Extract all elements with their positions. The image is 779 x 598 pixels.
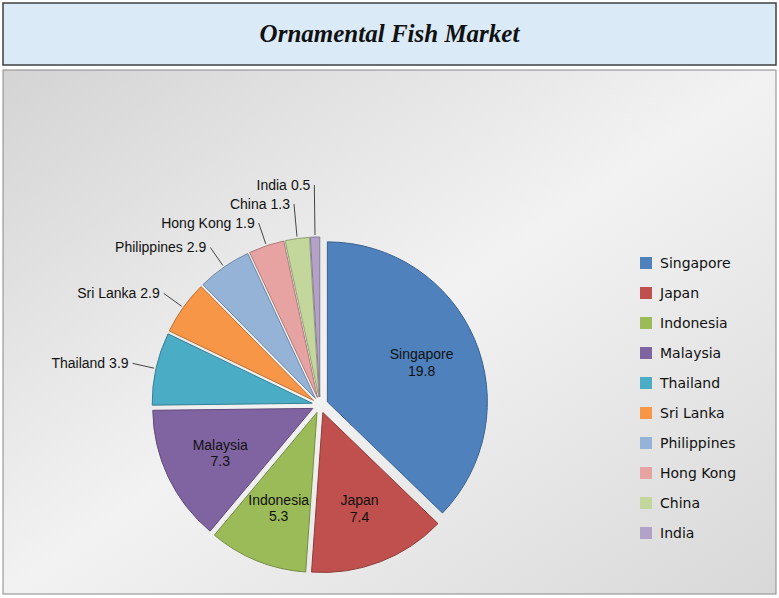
data-label-name: Singapore bbox=[390, 346, 454, 362]
slices bbox=[152, 237, 487, 572]
data-label: Thailand3.9 bbox=[51, 355, 128, 371]
pie-slice bbox=[153, 408, 313, 531]
leader-line bbox=[294, 204, 297, 237]
data-label: Philippines2.9 bbox=[115, 239, 206, 255]
leader-line bbox=[259, 223, 266, 244]
legend-label: Philippines bbox=[660, 435, 735, 451]
pie-slice bbox=[312, 412, 438, 572]
pie-slice bbox=[310, 237, 319, 397]
pie bbox=[152, 237, 487, 572]
data-label-value: 3.9 bbox=[109, 355, 129, 371]
data-label-name: Japan bbox=[340, 492, 378, 508]
legend-swatch bbox=[640, 317, 652, 329]
data-label-value: 19.8 bbox=[408, 363, 435, 379]
legend-label: Japan bbox=[659, 285, 699, 301]
legend-swatch bbox=[640, 437, 652, 449]
legend-label: Malaysia bbox=[660, 345, 721, 361]
legend-label: Thailand bbox=[659, 375, 720, 391]
chart: Ornamental Fish MarketSingapore19.8Japan… bbox=[0, 0, 779, 598]
data-label-name: Philippines bbox=[115, 239, 183, 255]
pie-slice bbox=[285, 237, 319, 397]
data-label: China1.3 bbox=[230, 196, 290, 212]
legend-swatch bbox=[640, 347, 652, 359]
leader-line bbox=[210, 247, 223, 265]
data-label: Hong Kong1.9 bbox=[161, 215, 255, 231]
legend-swatch bbox=[640, 497, 652, 509]
legend-label: Singapore bbox=[660, 255, 731, 271]
legend-swatch bbox=[640, 407, 652, 419]
legend: Singapore Japan Indonesia Malaysia Thailand S… bbox=[640, 255, 736, 541]
leader-line bbox=[164, 293, 182, 306]
data-label: Japan7.4 bbox=[340, 492, 378, 525]
data-label: Indonesia5.3 bbox=[248, 492, 309, 525]
data-label-value: 5.3 bbox=[269, 508, 289, 524]
data-label-value: 2.9 bbox=[140, 285, 160, 301]
legend-label: China bbox=[660, 495, 700, 511]
leader-line bbox=[314, 185, 316, 235]
data-label-name: India bbox=[257, 177, 288, 193]
data-labels: Singapore19.8Japan7.4Indonesia5.3Malaysi… bbox=[51, 177, 453, 525]
data-label-name: Sri Lanka bbox=[77, 285, 136, 301]
title-banner bbox=[3, 3, 776, 65]
data-label-value: 1.9 bbox=[235, 215, 255, 231]
data-label-name: Hong Kong bbox=[161, 215, 231, 231]
data-label-value: 0.5 bbox=[291, 177, 311, 193]
data-label: Sri Lanka2.9 bbox=[77, 285, 160, 301]
data-label: Malaysia7.3 bbox=[193, 437, 248, 470]
data-label-name: China bbox=[230, 196, 267, 212]
legend-swatch bbox=[640, 377, 652, 389]
data-label: India0.5 bbox=[257, 177, 311, 193]
leader-line bbox=[133, 363, 154, 368]
data-label-name: Thailand bbox=[51, 355, 105, 371]
data-label-value: 1.3 bbox=[271, 196, 291, 212]
legend-label: Indonesia bbox=[660, 315, 728, 331]
legend-swatch bbox=[640, 467, 652, 479]
legend-label: Sri Lanka bbox=[660, 405, 725, 421]
legend-label: India bbox=[660, 525, 694, 541]
data-label-name: Indonesia bbox=[248, 492, 309, 508]
legend-label: Hong Kong bbox=[660, 465, 736, 481]
data-label-value: 7.3 bbox=[211, 453, 231, 469]
legend-swatch bbox=[640, 257, 652, 269]
title: Ornamental Fish Market bbox=[260, 20, 521, 47]
data-label-value: 2.9 bbox=[187, 239, 207, 255]
data-label: Singapore19.8 bbox=[390, 346, 454, 379]
data-label-name: Malaysia bbox=[193, 437, 248, 453]
data-label-value: 7.4 bbox=[350, 509, 370, 525]
legend-swatch bbox=[640, 287, 652, 299]
legend-swatch bbox=[640, 527, 652, 539]
plot-background bbox=[3, 70, 776, 594]
